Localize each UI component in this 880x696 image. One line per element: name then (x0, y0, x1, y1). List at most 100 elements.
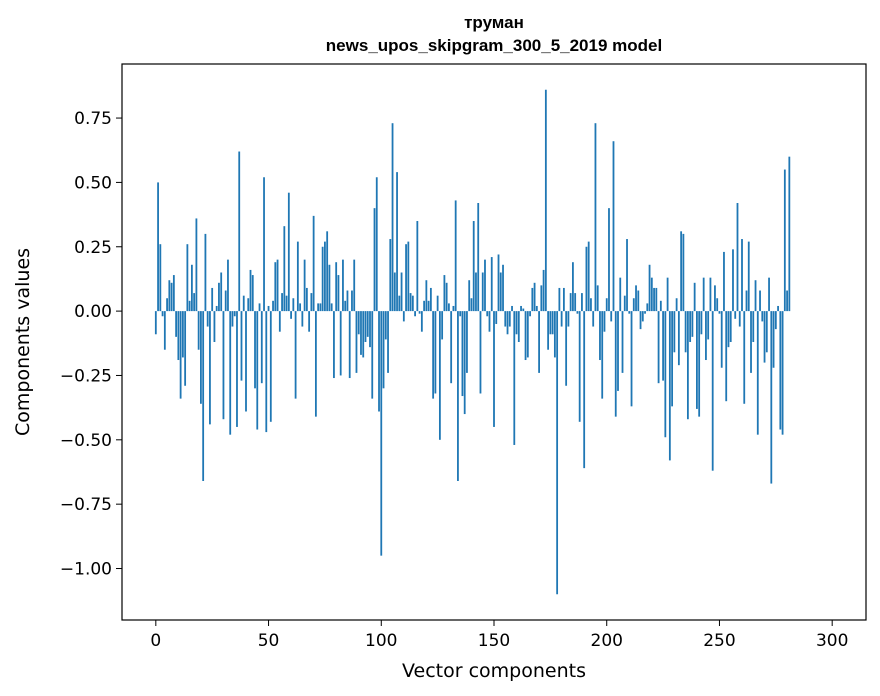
bar (671, 311, 674, 407)
bar (705, 311, 707, 361)
bar (608, 208, 610, 312)
bar (718, 311, 721, 314)
y-tick-label: −0.75 (60, 495, 112, 515)
bar (224, 290, 227, 312)
bar (179, 311, 182, 399)
bar (738, 311, 741, 327)
bar (287, 192, 290, 312)
bar (662, 311, 664, 381)
bar (317, 303, 320, 312)
bar (314, 311, 317, 417)
y-tick-label: −0.25 (60, 366, 112, 386)
bar (227, 259, 229, 312)
bar (188, 300, 191, 312)
bar (495, 311, 498, 324)
bar (743, 311, 746, 404)
bar (650, 277, 653, 312)
bar (405, 244, 407, 312)
bar (542, 269, 545, 312)
bar (682, 233, 685, 312)
bar (698, 311, 701, 417)
bar (308, 311, 311, 332)
bar (734, 311, 737, 319)
bar (197, 311, 200, 350)
bar (371, 311, 374, 399)
bar (296, 241, 299, 312)
bar (526, 311, 529, 358)
bar (562, 287, 565, 312)
bar (610, 311, 613, 322)
bar (653, 287, 655, 312)
bar (472, 221, 475, 312)
bar (779, 311, 782, 430)
bar (553, 311, 556, 358)
bar (393, 272, 396, 312)
bar (470, 298, 473, 312)
bar (765, 311, 768, 353)
bar (326, 231, 329, 312)
bar (540, 285, 543, 312)
plot-frame (121, 63, 867, 621)
bar (707, 311, 710, 340)
bar (258, 303, 261, 312)
bar (594, 123, 597, 312)
bar (693, 282, 696, 312)
bar (639, 311, 642, 330)
bar (418, 311, 421, 314)
bar (215, 305, 218, 312)
bar (547, 311, 550, 350)
bar (218, 282, 220, 312)
y-tick-label: 0.75 (74, 109, 112, 129)
bar (400, 272, 403, 312)
bar (657, 311, 660, 384)
bar (502, 264, 504, 312)
bar (772, 311, 775, 368)
bar (321, 246, 324, 312)
bar (664, 311, 667, 438)
bar (635, 285, 637, 312)
bar (761, 311, 764, 322)
bar (154, 311, 157, 335)
bar (630, 311, 633, 407)
bar (299, 303, 302, 312)
bar (729, 311, 732, 342)
bar (727, 311, 730, 348)
bar (373, 208, 376, 312)
bar (637, 290, 640, 312)
bar (324, 241, 326, 312)
bar (348, 311, 351, 379)
bar (269, 311, 272, 422)
bar (366, 311, 369, 337)
bar (443, 275, 446, 312)
bar (479, 311, 482, 394)
bar (750, 311, 752, 373)
bar (211, 287, 214, 312)
bar (725, 311, 728, 402)
bar (251, 275, 254, 312)
bar (362, 311, 365, 358)
bar (524, 311, 527, 361)
chart-title: труман (464, 13, 524, 32)
bar (587, 241, 590, 312)
bar (452, 305, 455, 312)
bar (786, 290, 788, 312)
bar (330, 303, 333, 312)
bar (409, 293, 412, 312)
bar (434, 311, 437, 394)
bar (445, 282, 448, 312)
bar (423, 300, 426, 312)
bar (578, 311, 581, 422)
bar (603, 311, 606, 332)
bar (411, 295, 414, 312)
bar (378, 311, 380, 412)
bar (783, 169, 786, 312)
bar (486, 311, 489, 317)
bar (407, 241, 410, 312)
bar (285, 295, 288, 312)
bar (186, 244, 189, 312)
bar (723, 251, 725, 312)
bar (535, 305, 538, 312)
bar (402, 311, 405, 322)
bar (720, 311, 723, 368)
bar (181, 311, 184, 358)
